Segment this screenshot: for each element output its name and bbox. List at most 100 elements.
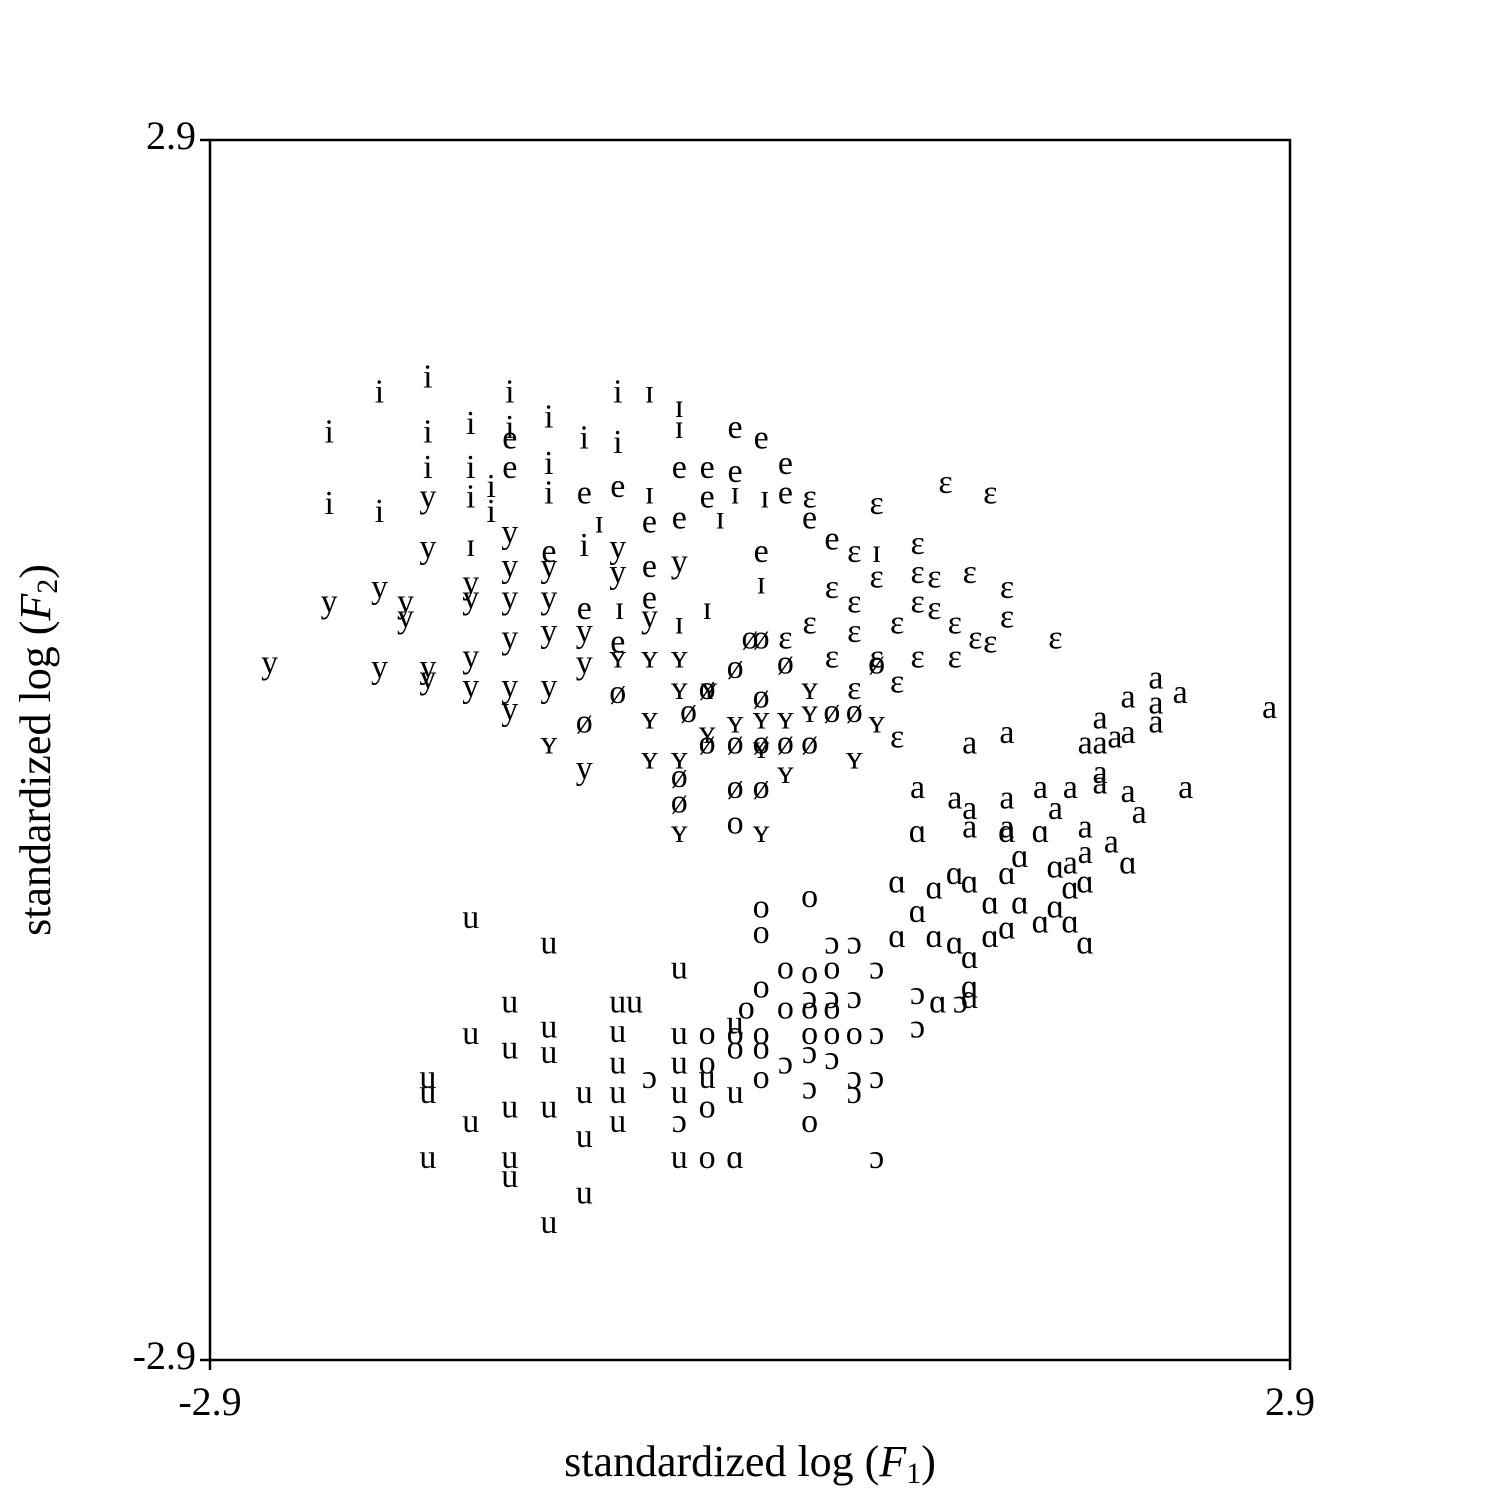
vowel-point: ɛ — [910, 584, 924, 621]
vowel-point: i — [544, 399, 553, 436]
vowel-point: ʏ — [671, 739, 688, 776]
vowel-point: u — [419, 1059, 436, 1096]
vowel-point: ɪ — [872, 533, 881, 570]
vowel-point: a — [999, 809, 1014, 846]
vowel-point: i — [613, 424, 622, 461]
vowel-point: u — [671, 1139, 688, 1176]
vowel-point: a — [1033, 769, 1048, 806]
vowel-point: o — [738, 990, 755, 1027]
vowel-point: i — [580, 527, 589, 564]
vowel-point: ɔ — [642, 1059, 657, 1096]
vowel-point: ɛ — [948, 638, 962, 675]
vowel-point: u — [699, 1059, 716, 1096]
vowel-point: ʏ — [753, 699, 770, 736]
vowel-point: ɔ — [672, 1103, 687, 1140]
vowel-point: y — [540, 613, 557, 650]
vowel-point: e — [728, 453, 743, 490]
vowel-point: u — [609, 983, 626, 1020]
vowel-point: y — [501, 668, 518, 705]
vowel-point: i — [423, 413, 432, 450]
vowel-point: e — [728, 409, 743, 446]
vowel-point: ɑ — [946, 924, 964, 961]
vowel-point: ʏ — [641, 699, 658, 736]
vowel-point: o — [801, 1015, 818, 1052]
vowel-point: ɔ — [847, 1074, 862, 1111]
vowel-point: y — [609, 529, 626, 566]
vowel-point: y — [419, 649, 436, 686]
vowel-point: ɑ — [1011, 884, 1029, 921]
vowel-point: ɑ — [1046, 889, 1064, 926]
vowel-point: ɑ — [1032, 903, 1050, 940]
vowel-point: y — [609, 554, 626, 591]
vowel-point: a — [1063, 844, 1078, 881]
vowel-point: ø — [753, 678, 770, 715]
vowel-point: i — [544, 445, 553, 482]
vowel-point: y — [501, 548, 518, 585]
vowel-point: o — [777, 990, 794, 1027]
vowel-point: ɪ — [675, 605, 684, 642]
vowel-point: o — [777, 950, 794, 987]
vowel-point: e — [610, 624, 625, 661]
vowel-point: ɛ — [869, 558, 883, 595]
vowel-point: i — [466, 405, 475, 442]
vowel-point: o — [699, 1044, 716, 1081]
vowel-point: i — [466, 478, 475, 515]
vowel-point: ʏ — [609, 638, 626, 675]
vowel-point: ʏ — [641, 739, 658, 776]
vowel-point: a — [1093, 754, 1108, 791]
vowel-point: e — [502, 420, 517, 457]
vowel-point: o — [727, 1030, 744, 1067]
vowel-point: ɑ — [888, 918, 906, 955]
vowel-point: ɑ — [946, 855, 964, 892]
vowel-point: ɑ — [1076, 863, 1094, 900]
vowel-point: e — [642, 504, 657, 541]
vowel-point: ɑ — [1119, 844, 1137, 881]
vowel-point: ɑ — [888, 863, 906, 900]
vowel-point: a — [1107, 718, 1122, 755]
vowel-point: ɔ — [802, 979, 817, 1016]
vowel-point: u — [540, 1009, 557, 1046]
vowel-point: u — [609, 1103, 626, 1140]
vowel-point: o — [801, 878, 818, 915]
vowel-point: e — [642, 579, 657, 616]
vowel-point: a — [1063, 769, 1078, 806]
vowel-point: i — [486, 493, 495, 530]
vowel-point: ɛ — [869, 638, 883, 675]
vowel-point: y — [371, 649, 388, 686]
vowel-point: i — [324, 413, 333, 450]
vowel-point: ɔ — [953, 983, 968, 1020]
vowel-point: ɑ — [1046, 849, 1064, 886]
y-axis-label-sub: 2 — [31, 579, 64, 594]
vowel-point: u — [462, 899, 479, 936]
vowel-point: ɑ — [909, 893, 927, 930]
x-tick-label: -2.9 — [178, 1379, 241, 1424]
vowel-point: u — [609, 1044, 626, 1081]
vowel-point: a — [910, 769, 925, 806]
vowel-point: ɛ — [910, 525, 924, 562]
vowel-point: y — [397, 598, 414, 635]
vowel-point: o — [699, 1088, 716, 1125]
vowel-point: ø — [846, 693, 863, 730]
vowel-point: u — [576, 1074, 593, 1111]
vowel-point: o — [823, 990, 840, 1027]
vowel-point: ɔ — [824, 924, 839, 961]
vowel-point: u — [727, 1004, 744, 1041]
vowel-point: ʏ — [777, 699, 794, 736]
vowel-point: ɔ — [847, 1059, 862, 1096]
vowel-point: y — [462, 638, 479, 675]
vowel-point: ø — [699, 670, 716, 707]
vowel-point: ø — [671, 758, 688, 795]
vowel-point: ø — [753, 725, 770, 762]
plot-frame — [208, 138, 1292, 1362]
vowel-point: y — [501, 579, 518, 616]
vowel-point: e — [541, 533, 556, 570]
vowel-point: ɛ — [927, 590, 941, 627]
vowel-point: u — [671, 1044, 688, 1081]
vowel-point: ø — [576, 704, 593, 741]
vowel-point: y — [501, 691, 518, 728]
vowel-point: ɛ — [869, 485, 883, 522]
vowel-point: ø — [699, 725, 716, 762]
vowel-point: u — [727, 1074, 744, 1111]
vowel-point: ɑ — [1011, 838, 1029, 875]
